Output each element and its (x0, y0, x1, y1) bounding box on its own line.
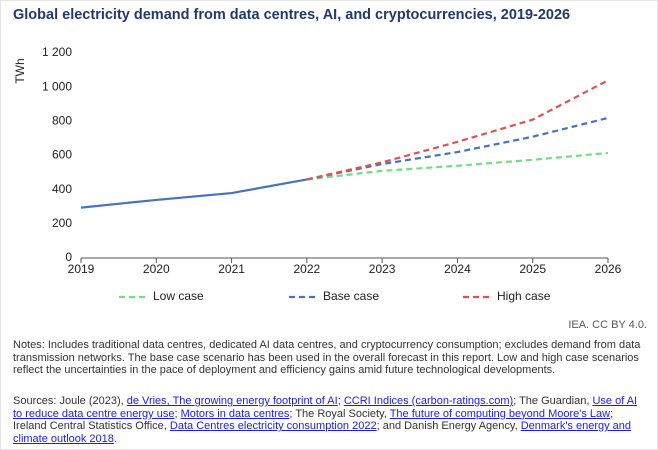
x-tick-label: 2019 (68, 262, 95, 276)
series-line (306, 116, 609, 181)
x-tick-label: 2021 (218, 262, 245, 276)
series-line (80, 178, 308, 209)
series-line (306, 151, 609, 181)
source-text: . (113, 432, 117, 445)
x-tick-label: 2026 (595, 262, 622, 276)
y-tick-label: 1 000 (42, 79, 72, 93)
source-text: ; Ireland Central Statistics Office, (13, 407, 614, 433)
x-tick-label: 2023 (369, 262, 396, 276)
legend-label: Base case (323, 289, 379, 303)
legend-label: High case (497, 289, 551, 303)
x-tick-label: 2025 (519, 262, 546, 276)
source-text: ; The Guardian, (513, 395, 593, 407)
notes: Notes: Includes traditional data centres… (13, 339, 641, 377)
x-tick-label: 2020 (143, 262, 170, 276)
source-text: ; and Danish Energy Agency, (376, 420, 521, 433)
chart: Global electricity demand from data cent… (13, 7, 622, 303)
source-link[interactable]: The future of computing beyond Moore's L… (389, 407, 611, 420)
source-text: ; (337, 395, 344, 407)
y-tick-label: 200 (52, 216, 72, 230)
source-link[interactable]: de Vries, The growing energy footprint o… (126, 395, 338, 407)
x-tick-label: 2022 (294, 262, 321, 276)
sources: Sources: Joule (2023), de Vries, The gro… (13, 395, 645, 445)
y-tick-label: 600 (52, 148, 72, 162)
source-link[interactable]: CCRI Indices (carbon-ratings.com) (343, 395, 514, 407)
credit: IEA. CC BY 4.0. (568, 319, 647, 331)
y-tick-label: 400 (52, 182, 72, 196)
source-link[interactable]: Data Centres electricity consumption 202… (169, 420, 377, 433)
legend-label: Low case (153, 289, 204, 303)
source-link[interactable]: Denmark's energy and climate outlook 201… (13, 420, 632, 445)
chart-title: Global electricity demand from data cent… (13, 7, 570, 23)
source-text: ; (174, 407, 181, 420)
y-tick-label: 1 200 (42, 45, 72, 59)
series-line (306, 79, 609, 181)
y-tick-label: 800 (52, 114, 72, 128)
y-axis-label: TWh (13, 58, 27, 83)
source-text: Sources: Joule (2023), (13, 395, 127, 407)
source-link[interactable]: Motors in data centres (180, 407, 290, 420)
x-tick-label: 2024 (444, 262, 471, 276)
y-tick-label: 0 (65, 250, 72, 264)
source-link[interactable]: Use of AI to reduce data centre energy u… (13, 395, 638, 420)
source-text: ; The Royal Society, (289, 407, 390, 420)
